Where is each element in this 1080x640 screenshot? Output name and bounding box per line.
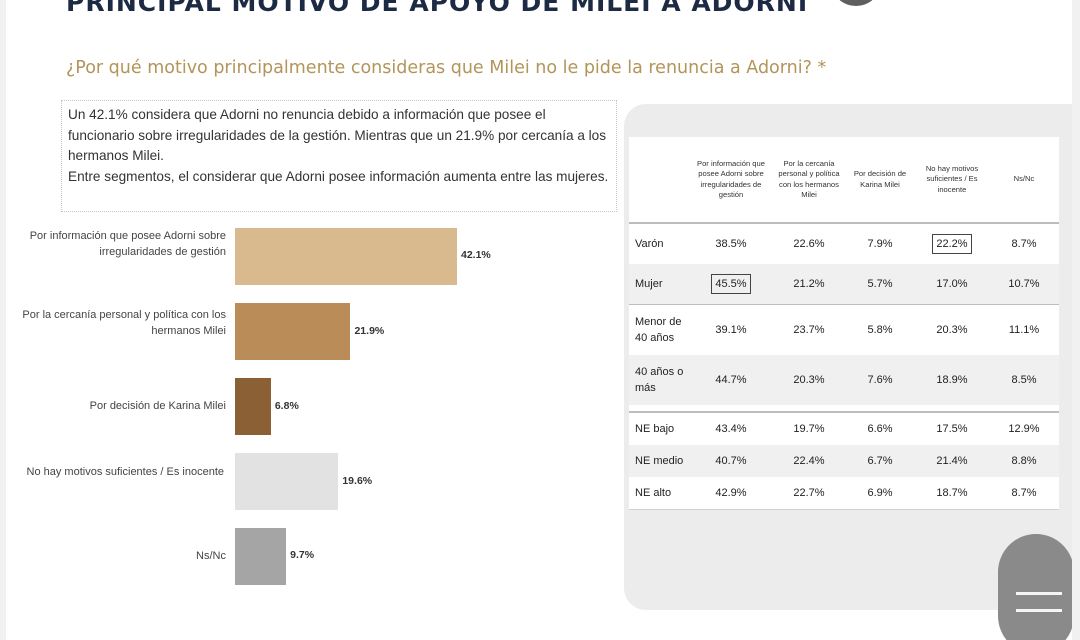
- summary-paragraph-2: Entre segmentos, el considerar que Adorn…: [68, 168, 609, 184]
- table-cell: 23.7%: [793, 324, 825, 336]
- table-cell: 6.9%: [867, 486, 893, 499]
- bar-label: Por decisión de Karina Milei: [89, 400, 226, 412]
- bar-value-label: 9.7%: [290, 549, 315, 561]
- table-cell: 11.1%: [1008, 324, 1040, 336]
- table-cell: 8.7%: [1011, 237, 1037, 250]
- table-cell: 6.6%: [867, 422, 893, 435]
- bar-label: Por información que posee Adorni sobre i…: [29, 230, 226, 258]
- table-cell: 20.3%: [793, 374, 825, 386]
- row-label: Menor de 40 años: [635, 316, 682, 344]
- table-cell: 38.5%: [715, 237, 747, 250]
- row-label: 40 años o más: [635, 366, 684, 394]
- table-cell: 22.6%: [793, 237, 825, 250]
- table-row: NE bajo 43.4% 19.7% 6.6% 17.5% 12.9%: [629, 413, 1059, 445]
- table-cell: 6.7%: [867, 454, 893, 467]
- slide: PRINCIPAL MOTIVO DE APOYO DE MILEI A ADO…: [6, 0, 1072, 640]
- bar-value-label: 6.8%: [274, 400, 299, 412]
- row-label: NE alto: [635, 486, 672, 499]
- table-cell: 18.9%: [936, 374, 968, 386]
- table-row: Varón 38.5% 22.6% 7.9% 22.2% 8.7%: [629, 224, 1059, 264]
- bar: [235, 528, 287, 585]
- floating-menu-button[interactable]: [998, 534, 1072, 640]
- table-cell: 22.4%: [793, 454, 825, 467]
- table-row: Menor de 40 años 39.1% 23.7% 5.8% 20.3% …: [629, 305, 1059, 355]
- divider: [629, 303, 1059, 305]
- bar: [235, 228, 457, 285]
- table-cell: 19.7%: [793, 422, 825, 435]
- table-cell: 8.5%: [1011, 374, 1037, 386]
- table-cell: 17.0%: [936, 277, 968, 290]
- row-label: NE bajo: [635, 422, 675, 435]
- bar-value-label: 21.9%: [354, 325, 385, 337]
- header-cell: Ns/Nc: [1013, 174, 1035, 184]
- summary-paragraph-1: Un 42.1% considera que Adorni no renunci…: [68, 107, 607, 163]
- header-cell: No hay motivos suficientes / Es inocente: [925, 163, 979, 194]
- table-cell: 7.6%: [867, 374, 893, 386]
- table-cell: 40.7%: [715, 454, 747, 467]
- slide-title: PRINCIPAL MOTIVO DE APOYO DE MILEI A ADO…: [66, 0, 809, 17]
- bar: [235, 378, 271, 435]
- bar-label: Por la cercanía personal y política con …: [22, 309, 226, 337]
- bar-value-label: 42.1%: [461, 249, 491, 261]
- table-cell: 39.1%: [715, 324, 747, 336]
- row-label: Varón: [635, 237, 664, 250]
- header-cell: Por decisión de Karina Milei: [853, 169, 907, 189]
- table-cell: 12.9%: [1008, 422, 1040, 435]
- menu-icon-line: [1016, 609, 1062, 612]
- summary-box: Un 42.1% considera que Adorni no renunci…: [61, 100, 617, 212]
- segment-table: Por información que posee Adorni sobre i…: [629, 137, 1059, 510]
- spacer: [629, 405, 1059, 411]
- table-cell: 8.7%: [1011, 486, 1037, 499]
- table-cell: 42.9%: [715, 486, 747, 499]
- table-cell: 18.7%: [936, 486, 968, 499]
- top-corner-button[interactable]: [834, 0, 878, 6]
- table-row: Mujer 45.5% 21.2% 5.7% 17.0% 10.7%: [629, 263, 1059, 304]
- table-cell: 5.7%: [867, 277, 893, 290]
- table-cell: 44.7%: [715, 374, 747, 386]
- divider: [629, 411, 1059, 413]
- table-row: 40 años o más 44.7% 20.3% 7.6% 18.9% 8.5…: [629, 355, 1059, 405]
- table-row: NE medio 40.7% 22.4% 6.7% 21.4% 8.8%: [629, 444, 1059, 477]
- row-label: Mujer: [635, 277, 663, 290]
- menu-icon-line: [1016, 592, 1062, 595]
- table-cell: 20.3%: [936, 324, 968, 336]
- table-cell: 5.8%: [867, 324, 893, 336]
- table-cell: 21.2%: [793, 277, 825, 290]
- highlighted-cell: 22.2%: [932, 233, 972, 254]
- table-cell: 21.4%: [936, 454, 968, 467]
- bar-value-label: 19.6%: [342, 475, 373, 487]
- header-cell: Por la cercanía personal y política con …: [778, 158, 840, 200]
- table-cell: 10.7%: [1008, 277, 1040, 290]
- table-cell: 7.9%: [867, 237, 893, 250]
- bar-label: No hay motivos suficientes / Es inocente: [26, 466, 224, 478]
- divider: [629, 508, 1059, 510]
- highlighted-cell: 45.5%: [711, 273, 751, 294]
- table-cell: 17.5%: [936, 422, 968, 435]
- survey-question: ¿Por qué motivo principalmente considera…: [66, 58, 827, 78]
- table-cell: 45.5%: [689, 273, 773, 294]
- table-cell: 22.2%: [915, 233, 989, 254]
- header-cell: Por información que posee Adorni sobre i…: [697, 158, 765, 200]
- bar-label: Ns/Nc: [196, 550, 226, 562]
- table-row: NE alto 42.9% 22.7% 6.9% 18.7% 8.7%: [629, 477, 1059, 509]
- row-label: NE medio: [635, 454, 684, 467]
- table-cell: 43.4%: [715, 422, 747, 435]
- table-header-row: Por información que posee Adorni sobre i…: [629, 137, 1059, 222]
- divider: [629, 222, 1059, 224]
- table-cell: 8.8%: [1011, 454, 1037, 467]
- table-cell: 22.7%: [793, 486, 825, 499]
- bar: [235, 453, 339, 510]
- bar: [235, 303, 351, 360]
